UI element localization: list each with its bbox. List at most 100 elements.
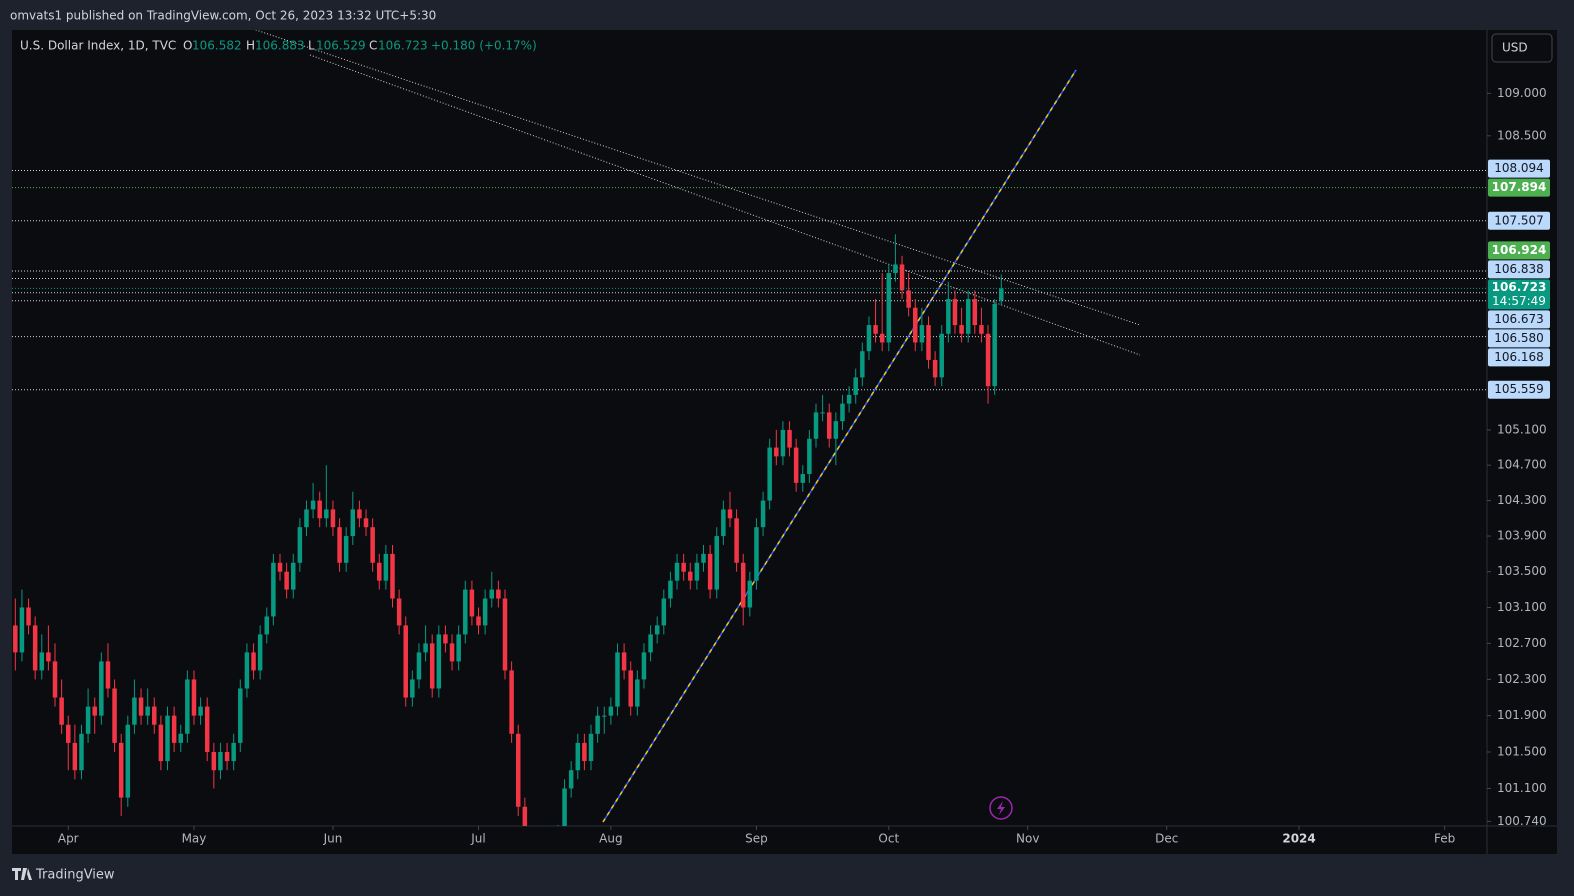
candle-body [39,652,45,671]
candle-body [562,788,567,826]
price-label-box [1488,380,1550,399]
candle-body [913,307,918,343]
candle-body [476,616,481,626]
candle-body [357,509,362,519]
currency-button[interactable]: USD [1491,33,1553,63]
candle-body [171,715,177,743]
published-note: omvats1 published on TradingView.com, Oc… [10,9,436,23]
candle-body [701,553,706,563]
candle-body [502,598,508,671]
candle-body [999,288,1004,301]
candle-body [906,290,911,308]
candle-body [985,333,991,387]
candle-body [661,598,667,626]
candle-body [99,661,104,716]
candle-body [482,598,488,626]
candle-body [185,679,190,734]
legend-low: 106.529 [316,39,366,53]
y-tick-label: 102.300 [1497,672,1547,686]
candle-body [826,412,832,439]
candle-body [793,447,799,483]
legend: U.S. Dollar Index, 1D, TVC O 106.582 H 1… [20,39,537,53]
candle-body [330,509,336,528]
candle-body [271,562,276,617]
candle-body [899,264,905,291]
x-tick-label: Jul [470,832,485,846]
candle-body [363,518,369,528]
candle-body [198,706,203,716]
candle-body [118,742,124,798]
candle-body [509,670,514,734]
candle-body [860,351,865,378]
candle-body [317,500,322,519]
x-tick-label: Nov [1016,832,1039,846]
icon-bolt[interactable] [997,801,1005,815]
candle-body [787,429,792,448]
x-tick-label: Aug [599,832,622,846]
candle-body [628,670,633,707]
candle-body [469,589,475,617]
icon-ring[interactable] [989,796,1013,820]
y-tick-label: 104.300 [1497,493,1547,507]
candle-body [211,751,217,771]
candle-body [297,527,303,563]
candle-body [595,715,600,734]
candle-body [568,770,574,789]
candle-body [522,806,528,826]
candle-body [165,715,170,762]
candle-body [840,403,845,422]
candle-body [324,509,329,519]
candle-body [310,500,316,510]
candle-body [972,299,978,326]
lightning-icon[interactable] [989,796,1013,820]
price-label: 107.894 [1492,180,1547,194]
candle-body [79,733,84,771]
trend-line [602,69,1077,823]
y-tick-label: 103.500 [1497,564,1547,578]
candle-body [800,474,806,483]
trend-line [254,30,1141,326]
candle-body [939,333,944,378]
plot [12,30,1487,826]
candle-body [456,634,461,662]
candle-body [932,359,938,378]
candle-body [304,509,309,528]
candle-body [383,553,389,581]
candle-body [668,580,673,599]
price-label: 106.838 [1494,262,1544,276]
y-tick-label: 100.740 [1497,814,1547,828]
last-price-label: 106.723 [1492,280,1547,294]
candle-body [992,303,997,387]
candle-body [740,562,746,608]
candle-body [959,325,964,334]
candle-body [846,394,852,404]
countdown-label: 14:57:49 [1492,294,1546,308]
price-label: 106.168 [1494,350,1544,364]
candle-body [112,688,117,743]
candle-body [251,652,256,671]
candle-body [26,607,31,626]
x-tick-label: Oct [878,832,899,846]
candle-body [19,607,25,653]
candle-body [396,598,402,626]
currency-label[interactable]: USD [1502,41,1528,55]
candle-body [760,500,766,528]
candle-body [72,742,78,771]
price-label: 106.673 [1494,312,1544,326]
legend-change: +0.180 (+0.17%) [431,39,537,53]
legend-key: H [246,39,255,53]
candle-body [946,299,951,334]
y-tick-label: 108.500 [1497,128,1547,142]
candle-body [218,751,223,771]
candle-body [449,643,455,662]
candle-body [714,536,719,590]
x-tick-label: Apr [58,832,79,846]
candle-body [674,562,680,581]
candle-body [582,742,587,762]
x-tick-label: Sep [745,832,768,846]
candle-body [224,751,230,762]
candle-body [496,589,501,599]
candle-body [59,697,64,725]
legend-key: C [369,39,377,53]
currency-box[interactable] [1491,33,1553,63]
